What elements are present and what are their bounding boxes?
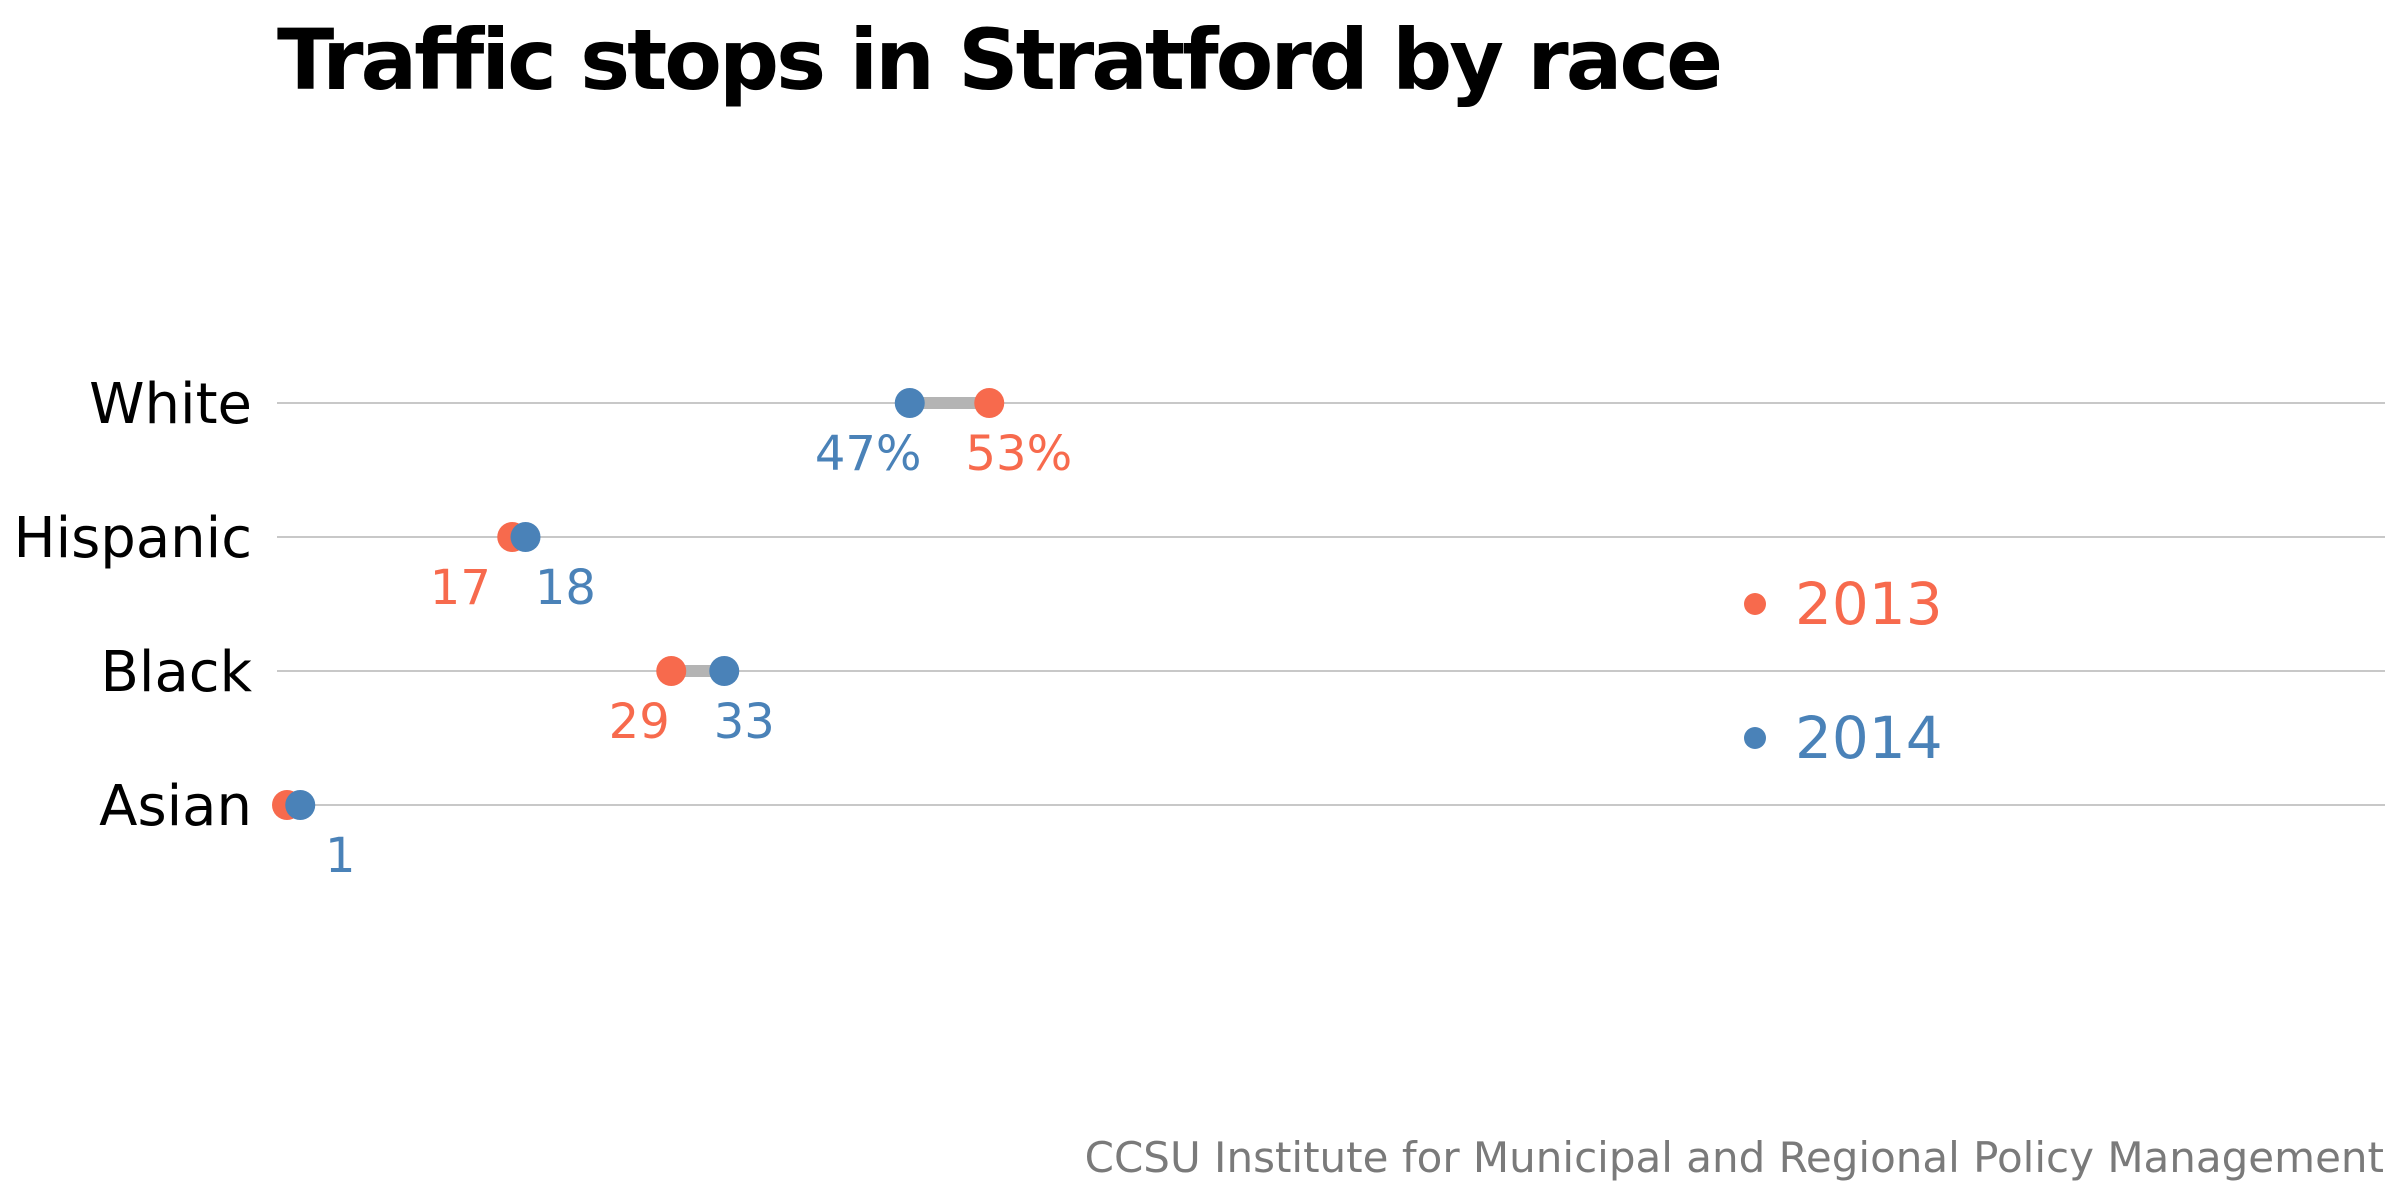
gridlines — [277, 402, 2385, 806]
legend-label-2013: 2013 — [1795, 570, 1943, 638]
category-label-asian: Asian — [99, 774, 252, 839]
category-label-white: White — [89, 372, 252, 437]
dot-2013-black — [656, 656, 687, 686]
chart-title: Traffic stops in Stratford by race — [277, 11, 1723, 109]
source-note: CCSU Institute for Municipal and Regiona… — [1084, 1133, 2384, 1182]
data-labels: 47% 53% 17 18 29 33 1 — [325, 426, 1072, 884]
category-label-black: Black — [100, 640, 252, 705]
category-label-hispanic: Hispanic — [13, 506, 252, 571]
dot-2014-white — [894, 388, 925, 418]
legend-label-2014: 2014 — [1795, 704, 1943, 772]
dot-2014-asian — [285, 790, 316, 820]
data-label-2014-hispanic: 18 — [535, 560, 596, 616]
data-label-2014-black: 33 — [714, 694, 775, 750]
legend-dot-2013 — [1744, 593, 1766, 615]
data-label-2013-hispanic: 17 — [430, 560, 491, 616]
dot-2014-black — [709, 656, 740, 686]
dot-2013-white — [974, 388, 1005, 418]
data-label-2014-white: 47% — [815, 426, 922, 482]
dot-2014-hispanic — [510, 522, 541, 552]
data-label-2013-white: 53% — [966, 426, 1073, 482]
data-points — [272, 388, 1005, 820]
legend-dot-2014 — [1744, 727, 1766, 749]
legend: 2013 2014 — [1744, 570, 1943, 772]
category-labels: White Hispanic Black Asian — [13, 372, 252, 839]
data-label-2014-asian: 1 — [325, 828, 356, 884]
data-label-2013-black: 29 — [609, 694, 670, 750]
